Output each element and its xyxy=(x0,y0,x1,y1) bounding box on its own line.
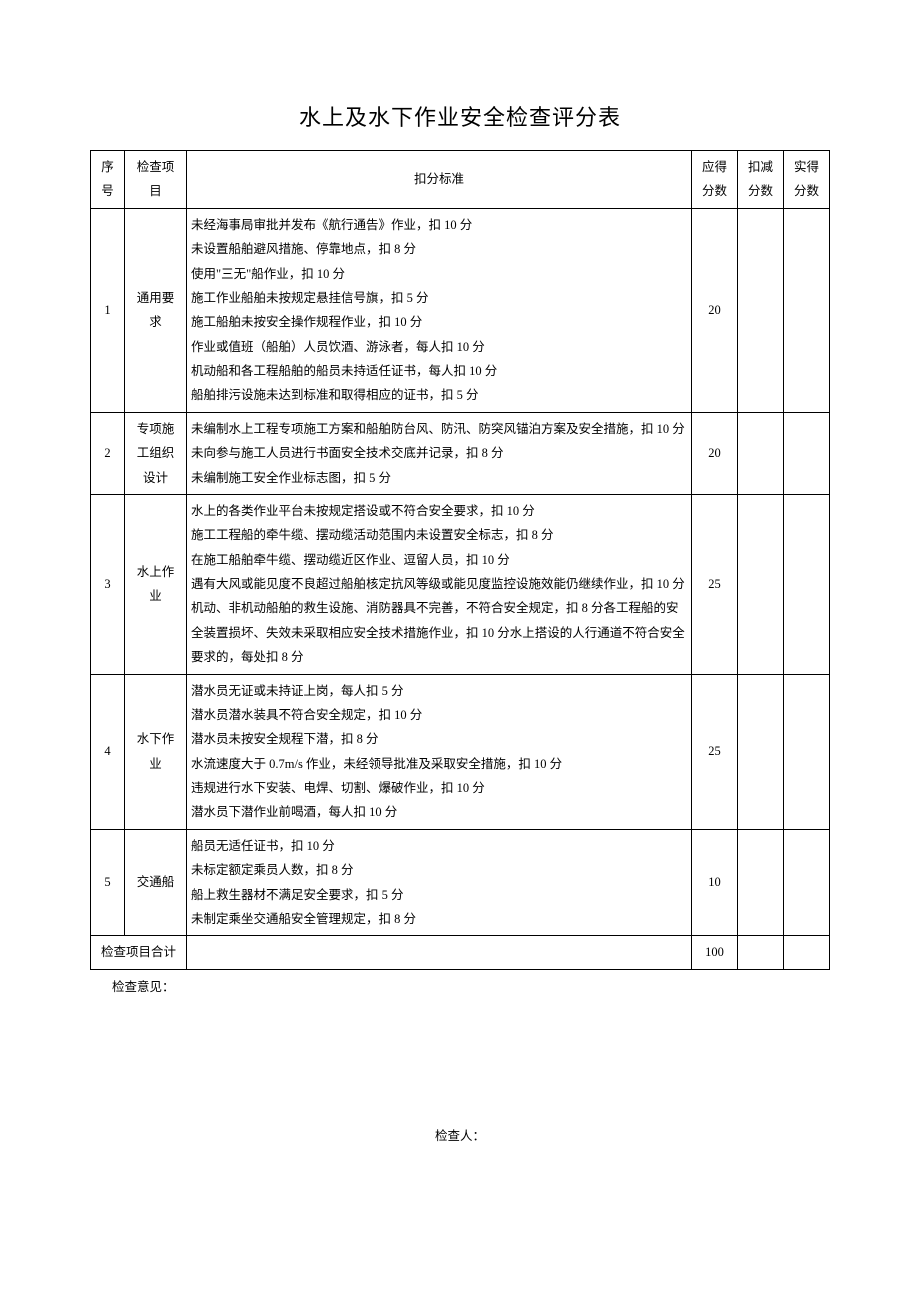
table-row: 5交通船船员无适任证书，扣 10 分未标定额定乘员人数，扣 8 分船上救生器材不… xyxy=(91,829,830,936)
row-deduct xyxy=(738,674,784,829)
row-criteria: 水上的各类作业平台未按规定搭设或不符合安全要求，扣 10 分施工工程船的牵牛缆、… xyxy=(187,494,692,674)
row-item: 专项施工组织设计 xyxy=(125,412,187,494)
row-item: 通用要求 xyxy=(125,208,187,412)
criteria-line: 违规进行水下安装、电焊、切割、爆破作业，扣 10 分 xyxy=(191,776,687,800)
row-score: 20 xyxy=(692,412,738,494)
criteria-line: 船上救生器材不满足安全要求，扣 5 分 xyxy=(191,883,687,907)
criteria-line: 施工作业船舶未按规定悬挂信号旗，扣 5 分 xyxy=(191,286,687,310)
row-deduct xyxy=(738,208,784,412)
criteria-line: 作业或值班（船舶）人员饮酒、游泳者，每人扣 10 分 xyxy=(191,335,687,359)
criteria-line: 潜水员下潜作业前喝酒，每人扣 10 分 xyxy=(191,800,687,824)
row-score: 25 xyxy=(692,494,738,674)
row-actual xyxy=(784,412,830,494)
criteria-line: 在施工船舶牵牛缆、摆动缆近区作业、逗留人员，扣 10 分 xyxy=(191,548,687,572)
row-seq: 5 xyxy=(91,829,125,936)
row-score: 10 xyxy=(692,829,738,936)
criteria-line: 未向参与施工人员进行书面安全技术交底并记录，扣 8 分 xyxy=(191,441,687,465)
row-seq: 1 xyxy=(91,208,125,412)
row-actual xyxy=(784,208,830,412)
header-row: 序号 检查项目 扣分标准 应得分数 扣减分数 实得分数 xyxy=(91,151,830,209)
row-deduct xyxy=(738,494,784,674)
criteria-line: 机动船和各工程船舶的船员未持适任证书，每人扣 10 分 xyxy=(191,359,687,383)
header-item: 检查项目 xyxy=(125,151,187,209)
criteria-line: 未设置船舶避风措施、停靠地点，扣 8 分 xyxy=(191,237,687,261)
criteria-line: 船舶排污设施未达到标准和取得相应的证书，扣 5 分 xyxy=(191,383,687,407)
row-actual xyxy=(784,674,830,829)
criteria-line: 机动、非机动船舶的救生设施、消防器具不完善，不符合安全规定，扣 8 分各工程船的… xyxy=(191,596,687,669)
row-score: 25 xyxy=(692,674,738,829)
row-item: 水上作业 xyxy=(125,494,187,674)
row-actual xyxy=(784,829,830,936)
row-seq: 3 xyxy=(91,494,125,674)
total-deduct xyxy=(738,936,784,969)
criteria-line: 未编制水上工程专项施工方案和船舶防台风、防汛、防突风锚泊方案及安全措施，扣 10… xyxy=(191,417,687,441)
criteria-line: 未制定乘坐交通船安全管理规定，扣 8 分 xyxy=(191,907,687,931)
row-criteria: 潜水员无证或未持证上岗，每人扣 5 分潜水员潜水装具不符合安全规定，扣 10 分… xyxy=(187,674,692,829)
criteria-line: 潜水员无证或未持证上岗，每人扣 5 分 xyxy=(191,679,687,703)
table-row: 4水下作业潜水员无证或未持证上岗，每人扣 5 分潜水员潜水装具不符合安全规定，扣… xyxy=(91,674,830,829)
header-criteria: 扣分标准 xyxy=(187,151,692,209)
row-deduct xyxy=(738,829,784,936)
criteria-line: 未标定额定乘员人数，扣 8 分 xyxy=(191,858,687,882)
total-score: 100 xyxy=(692,936,738,969)
criteria-line: 潜水员未按安全规程下潜，扣 8 分 xyxy=(191,727,687,751)
header-seq: 序号 xyxy=(91,151,125,209)
row-actual xyxy=(784,494,830,674)
row-seq: 4 xyxy=(91,674,125,829)
page-title: 水上及水下作业安全检查评分表 xyxy=(90,100,830,132)
row-criteria: 船员无适任证书，扣 10 分未标定额定乘员人数，扣 8 分船上救生器材不满足安全… xyxy=(187,829,692,936)
row-criteria: 未编制水上工程专项施工方案和船舶防台风、防汛、防突风锚泊方案及安全措施，扣 10… xyxy=(187,412,692,494)
criteria-line: 未编制施工安全作业标志图，扣 5 分 xyxy=(191,466,687,490)
criteria-line: 潜水员潜水装具不符合安全规定，扣 10 分 xyxy=(191,703,687,727)
table-row: 2专项施工组织设计未编制水上工程专项施工方案和船舶防台风、防汛、防突风锚泊方案及… xyxy=(91,412,830,494)
total-label: 检查项目合计 xyxy=(91,936,187,969)
opinion-label: 检查意见： xyxy=(90,976,830,995)
criteria-line: 未经海事局审批并发布《航行通告》作业，扣 10 分 xyxy=(191,213,687,237)
header-deduct: 扣减分数 xyxy=(738,151,784,209)
criteria-line: 施工工程船的牵牛缆、摆动缆活动范围内未设置安全标志，扣 8 分 xyxy=(191,523,687,547)
row-score: 20 xyxy=(692,208,738,412)
row-deduct xyxy=(738,412,784,494)
criteria-line: 使用"三无"船作业，扣 10 分 xyxy=(191,262,687,286)
criteria-line: 水流速度大于 0.7m/s 作业，未经领导批准及采取安全措施，扣 10 分 xyxy=(191,752,687,776)
header-actual: 实得分数 xyxy=(784,151,830,209)
row-item: 交通船 xyxy=(125,829,187,936)
checker-label: 检查人： xyxy=(90,1125,830,1144)
criteria-line: 遇有大风或能见度不良超过船舶核定抗风等级或能见度监控设施效能仍继续作业，扣 10… xyxy=(191,572,687,596)
table-row: 3水上作业水上的各类作业平台未按规定搭设或不符合安全要求，扣 10 分施工工程船… xyxy=(91,494,830,674)
total-criteria-blank xyxy=(187,936,692,969)
row-criteria: 未经海事局审批并发布《航行通告》作业，扣 10 分未设置船舶避风措施、停靠地点，… xyxy=(187,208,692,412)
header-score: 应得分数 xyxy=(692,151,738,209)
row-item: 水下作业 xyxy=(125,674,187,829)
total-row: 检查项目合计 100 xyxy=(91,936,830,969)
criteria-line: 船员无适任证书，扣 10 分 xyxy=(191,834,687,858)
row-seq: 2 xyxy=(91,412,125,494)
score-table: 序号 检查项目 扣分标准 应得分数 扣减分数 实得分数 1通用要求未经海事局审批… xyxy=(90,150,830,970)
total-actual xyxy=(784,936,830,969)
criteria-line: 施工船舶未按安全操作规程作业，扣 10 分 xyxy=(191,310,687,334)
criteria-line: 水上的各类作业平台未按规定搭设或不符合安全要求，扣 10 分 xyxy=(191,499,687,523)
table-row: 1通用要求未经海事局审批并发布《航行通告》作业，扣 10 分未设置船舶避风措施、… xyxy=(91,208,830,412)
